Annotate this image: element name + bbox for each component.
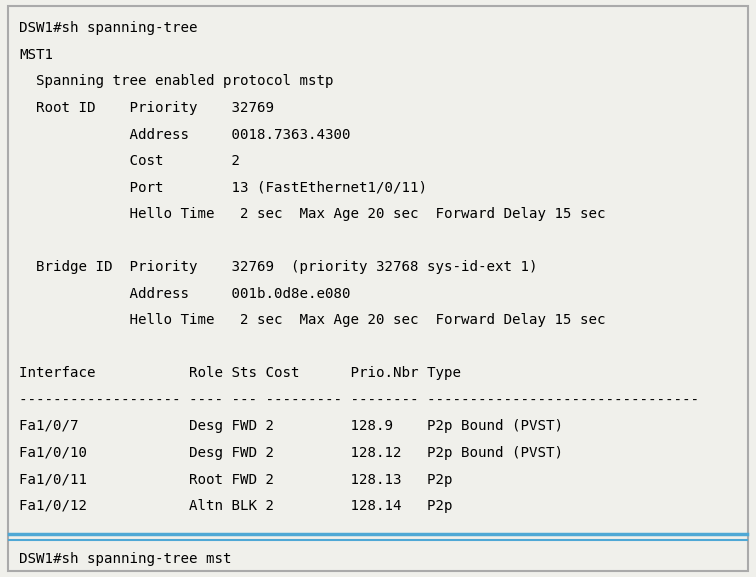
Text: Port        13 (FastEthernet1/0/11): Port 13 (FastEthernet1/0/11) (19, 181, 427, 194)
Text: Fa1/0/10            Desg FWD 2         128.12   P2p Bound (PVST): Fa1/0/10 Desg FWD 2 128.12 P2p Bound (PV… (19, 446, 563, 460)
Text: Interface           Role Sts Cost      Prio.Nbr Type: Interface Role Sts Cost Prio.Nbr Type (19, 366, 461, 380)
Text: Address     0018.7363.4300: Address 0018.7363.4300 (19, 128, 350, 141)
Text: Fa1/0/12            Altn BLK 2         128.14   P2p: Fa1/0/12 Altn BLK 2 128.14 P2p (19, 499, 452, 513)
Text: Fa1/0/11            Root FWD 2         128.13   P2p: Fa1/0/11 Root FWD 2 128.13 P2p (19, 473, 452, 486)
Text: MST1: MST1 (19, 48, 53, 62)
FancyBboxPatch shape (8, 6, 748, 571)
Text: Root ID    Priority    32769: Root ID Priority 32769 (19, 101, 274, 115)
Text: Bridge ID  Priority    32769  (priority 32768 sys-id-ext 1): Bridge ID Priority 32769 (priority 32768… (19, 260, 538, 274)
Text: Cost        2: Cost 2 (19, 154, 240, 168)
Text: ------------------- ---- --- --------- -------- --------------------------------: ------------------- ---- --- --------- -… (19, 393, 699, 407)
Text: Hello Time   2 sec  Max Age 20 sec  Forward Delay 15 sec: Hello Time 2 sec Max Age 20 sec Forward … (19, 207, 606, 221)
Text: DSW1#sh spanning-tree: DSW1#sh spanning-tree (19, 21, 197, 35)
Text: Fa1/0/7             Desg FWD 2         128.9    P2p Bound (PVST): Fa1/0/7 Desg FWD 2 128.9 P2p Bound (PVST… (19, 419, 563, 433)
Text: Address     001b.0d8e.e080: Address 001b.0d8e.e080 (19, 287, 350, 301)
Text: Spanning tree enabled protocol mstp: Spanning tree enabled protocol mstp (19, 74, 333, 88)
Text: DSW1#sh spanning-tree mst: DSW1#sh spanning-tree mst (19, 552, 231, 565)
Text: Hello Time   2 sec  Max Age 20 sec  Forward Delay 15 sec: Hello Time 2 sec Max Age 20 sec Forward … (19, 313, 606, 327)
